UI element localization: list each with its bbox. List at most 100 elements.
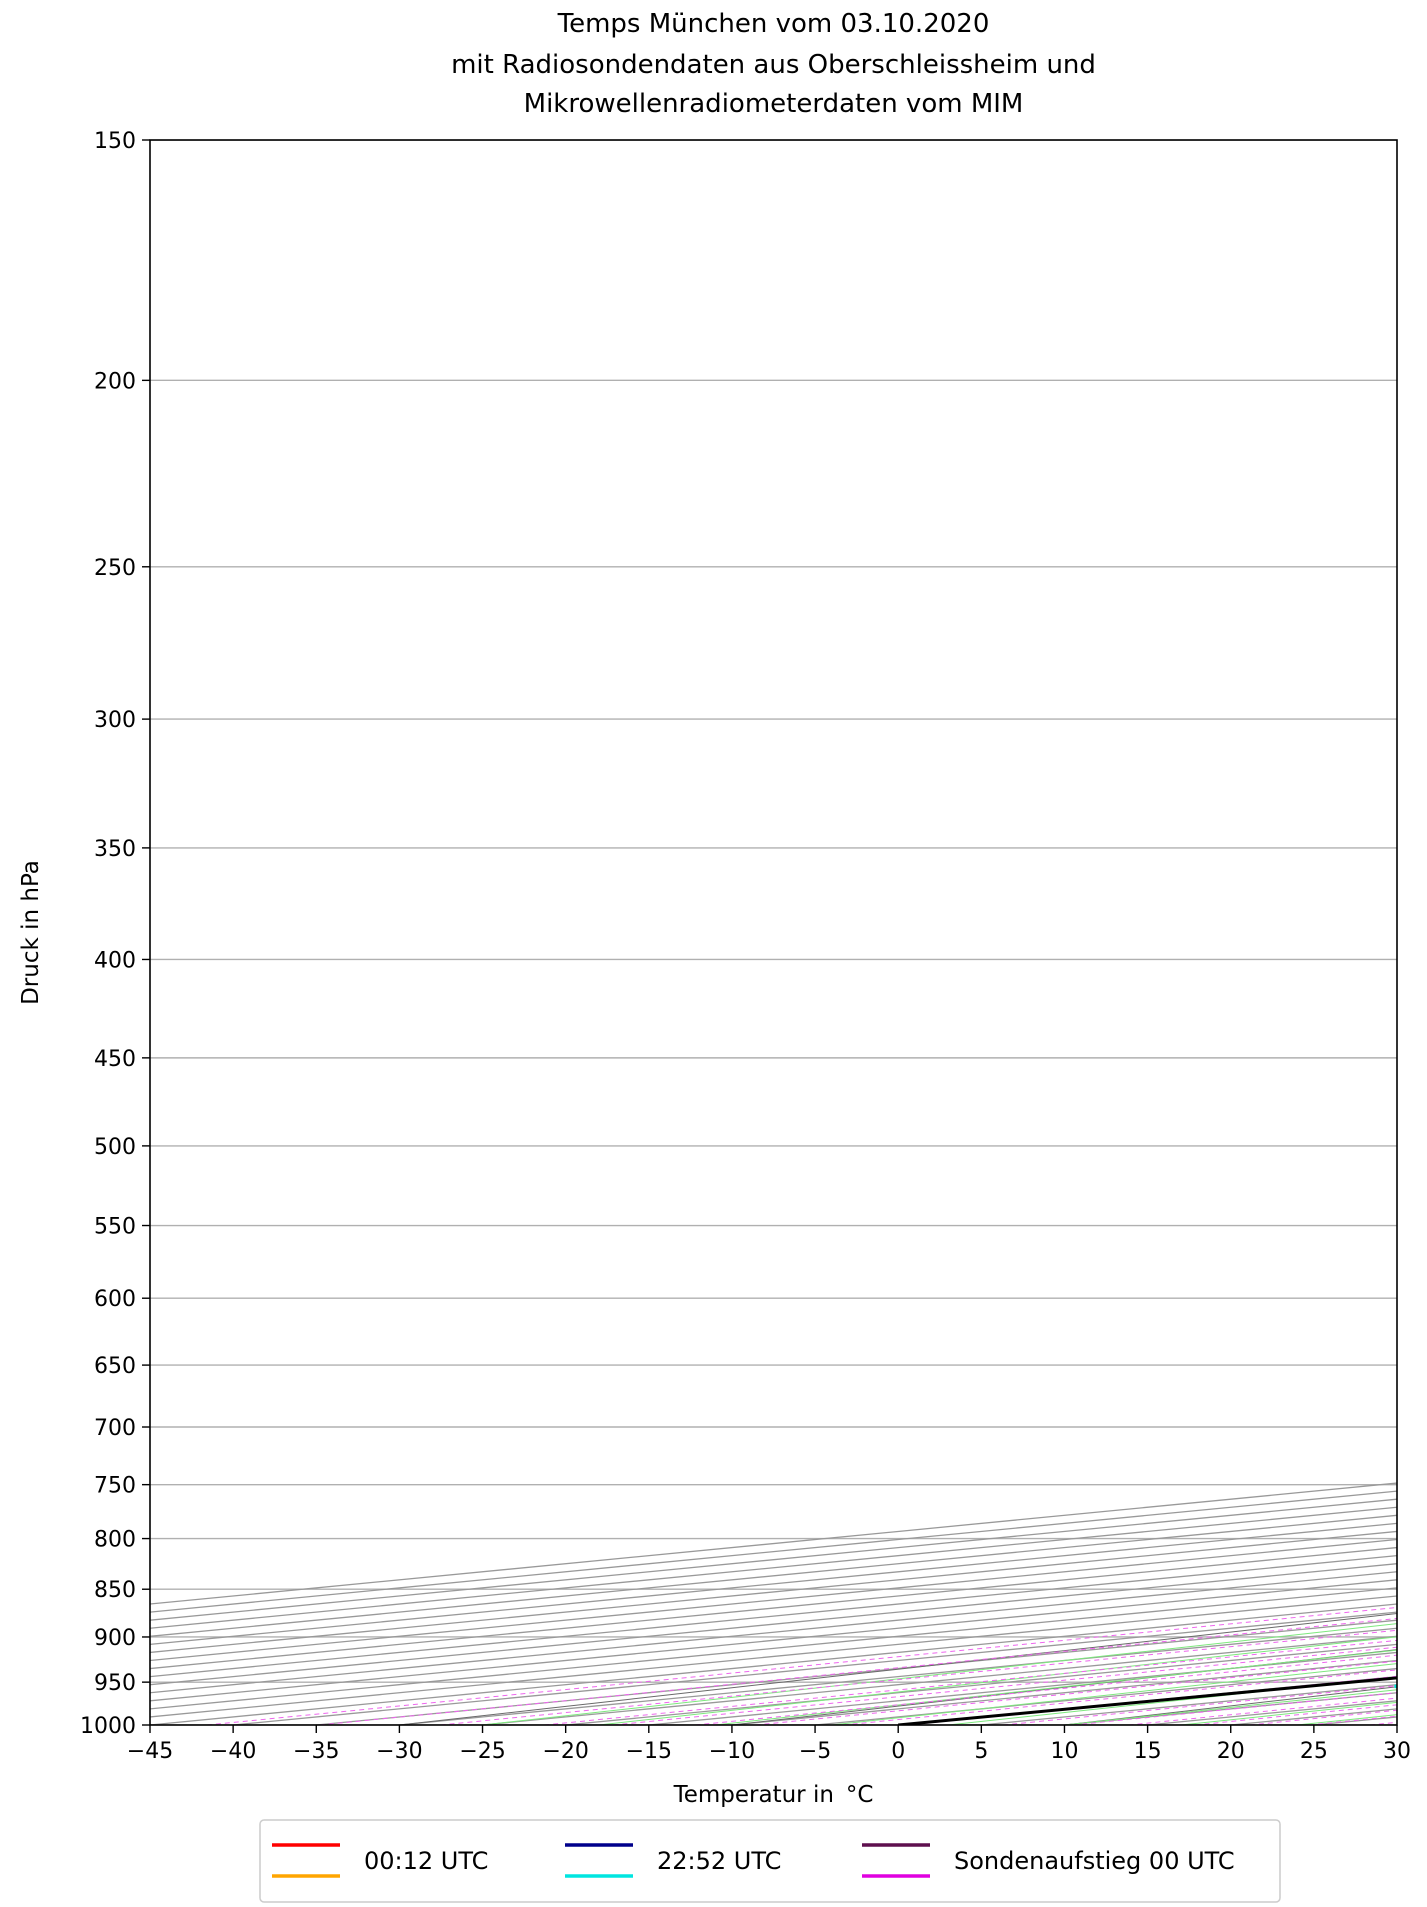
- mixing-ratio-line: [1072, 1692, 1397, 1725]
- legend-label-sonde: Sondenaufstieg 00 UTC: [954, 1847, 1235, 1875]
- mixing-ratio-line: [755, 1660, 1397, 1725]
- isotherm-line: [150, 1538, 1397, 1662]
- mixing-ratio-line: [843, 1669, 1397, 1725]
- x-tick-label: 10: [1050, 1739, 1078, 1764]
- x-tick-label: −25: [459, 1739, 505, 1764]
- isotherm-line: [150, 1546, 1397, 1670]
- isotherm-line: [150, 1482, 1397, 1605]
- moist-adiabat: [1414, 140, 1427, 1725]
- y-tick-label: 150: [94, 129, 136, 154]
- mixing-ratio-line: [1309, 1715, 1397, 1725]
- y-tick-label: 550: [94, 1215, 136, 1240]
- isotherm-line: [399, 1627, 1397, 1725]
- isotherm-line: [150, 1554, 1397, 1678]
- moist-adiabat: [1064, 1689, 1397, 1725]
- legend-label-0012: 00:12 UTC: [364, 1847, 488, 1875]
- isotherm-line: [731, 1659, 1397, 1725]
- y-axis-ticks: 150 200 250 300 350 400 450 500 550 600 650 700 750 8…: [80, 129, 150, 1739]
- x-axis-ticks: −45 −40 −35 −30 −25 −20 −15 −10 −5 0 5 10 15 20 25 30: [127, 1725, 1411, 1764]
- x-tick-label: −20: [542, 1739, 588, 1764]
- mixing-ratio-line: [1249, 1709, 1397, 1725]
- title-line-2: mit Radiosondendaten aus Oberschleisshei…: [451, 50, 1096, 80]
- y-tick-label: 500: [94, 1135, 136, 1160]
- legend-entry-0012: 00:12 UTC: [272, 1843, 488, 1878]
- mixing-ratio-line: [1369, 1721, 1397, 1725]
- moist-adiabat: [598, 1636, 1397, 1725]
- moist-adiabat: [1297, 1714, 1397, 1725]
- mixing-ratio-line: [206, 1606, 1397, 1725]
- dry-adiabat: [1064, 1686, 1397, 1725]
- title-line-1: Temps München vom 03.10.2020: [557, 9, 990, 39]
- x-tick-label: −45: [127, 1739, 173, 1764]
- isotherm-line: [150, 1490, 1397, 1613]
- moist-adiabat: [715, 1649, 1397, 1725]
- mixing-ratio-line: [1420, 380, 1427, 1725]
- plot-frame: [149, 139, 1398, 1726]
- legend: 00:12 UTC 22:52 UTC Sondenaufstieg 00 UT…: [259, 1819, 1281, 1903]
- moist-adiabat: [1180, 1701, 1397, 1725]
- moist-adiabat: [482, 1623, 1397, 1725]
- y-tick-label: 950: [94, 1671, 136, 1696]
- y-tick-label: 700: [94, 1416, 136, 1441]
- y-tick-label: 800: [94, 1528, 136, 1553]
- y-tick-label: 900: [94, 1626, 136, 1651]
- x-tick-label: 25: [1300, 1739, 1328, 1764]
- x-tick-label: −5: [799, 1739, 831, 1764]
- legend-box: [259, 1819, 1281, 1903]
- y-tick-label: 1000: [80, 1714, 136, 1739]
- isotherm-line: [482, 1635, 1397, 1725]
- moist-adiabat: [831, 1663, 1397, 1725]
- x-axis-label: Temperatur in °C: [673, 1782, 874, 1808]
- mixing-ratio-line: [613, 1646, 1397, 1725]
- mixing-ratio-line: [440, 1629, 1397, 1725]
- isotherm-line: [150, 1498, 1397, 1621]
- y-tick-label: 200: [94, 369, 136, 394]
- dry-adiabat: [399, 1613, 1397, 1725]
- y-tick-label: 300: [94, 708, 136, 733]
- isotherm-line: [1064, 1692, 1397, 1725]
- legend-entry-sonde: Sondenaufstieg 00 UTC: [862, 1843, 1235, 1878]
- mixing-ratio-line: [1128, 1697, 1397, 1725]
- series-line-mwr_2252_T: [1411, 543, 1427, 1686]
- y-axis-label: Druck in hPa: [18, 860, 44, 1005]
- x-tick-label: −35: [293, 1739, 339, 1764]
- isotherm-line: [150, 1522, 1397, 1646]
- y-tick-label: 850: [94, 1578, 136, 1603]
- isotherm-line: [150, 1595, 1397, 1718]
- title-line-3: Mikrowellenradiometerdaten vom MIM: [524, 89, 1024, 119]
- x-tick-label: 30: [1383, 1739, 1411, 1764]
- isotherm-line: [150, 1506, 1397, 1629]
- legend-label-2252: 22:52 UTC: [657, 1847, 781, 1875]
- isotherm-line: [150, 1571, 1397, 1694]
- isotherm-line: [1396, 1724, 1397, 1725]
- y-tick-label: 400: [94, 948, 136, 973]
- mixing-ratio-line: [319, 1617, 1397, 1725]
- isotherm-line: [150, 1514, 1397, 1637]
- x-tick-label: 15: [1134, 1739, 1162, 1764]
- x-tick-label: −40: [210, 1739, 256, 1764]
- background-lines: [150, 140, 1427, 1725]
- y-tick-label: 600: [94, 1287, 136, 1312]
- y-tick-label: 650: [94, 1354, 136, 1379]
- legend-entry-2252: 22:52 UTC: [565, 1843, 781, 1878]
- isotherm-line: [150, 1603, 1397, 1725]
- y-tick-label: 750: [94, 1474, 136, 1499]
- isotherm-line: [1147, 1700, 1397, 1725]
- x-tick-label: −10: [709, 1739, 755, 1764]
- y-tick-label: 250: [94, 556, 136, 581]
- isotherm-line: [150, 1579, 1397, 1702]
- x-tick-label: −30: [376, 1739, 422, 1764]
- dry-adiabat: [731, 1649, 1397, 1725]
- y-tick-label: 350: [94, 837, 136, 862]
- isotherm-line: [233, 1611, 1397, 1725]
- y-tick-label: 450: [94, 1047, 136, 1072]
- x-tick-label: 20: [1217, 1739, 1245, 1764]
- isotherm-line: [815, 1667, 1397, 1725]
- x-tick-label: 5: [974, 1739, 988, 1764]
- x-tick-label: 0: [891, 1739, 905, 1764]
- isotherm-line: [565, 1643, 1397, 1725]
- series-layer: [1394, 543, 1427, 1689]
- isotherm-line: [316, 1619, 1397, 1725]
- chart-title: Temps München vom 03.10.2020 mit Radioso…: [451, 9, 1096, 119]
